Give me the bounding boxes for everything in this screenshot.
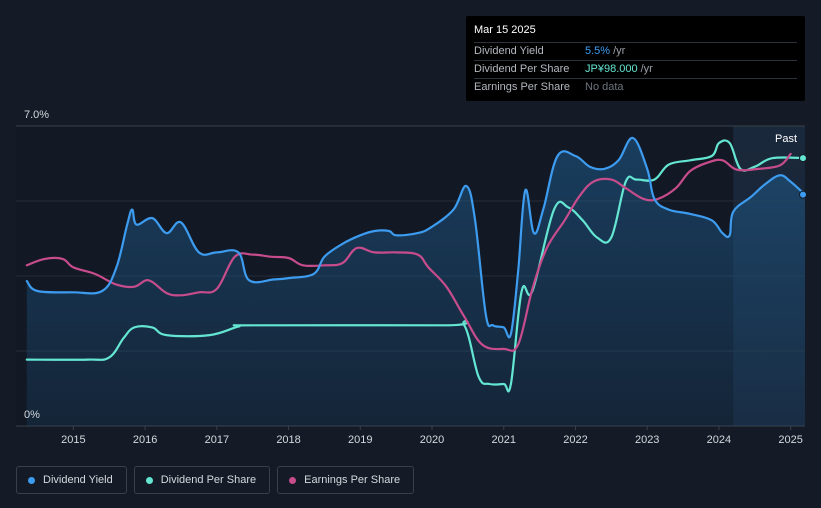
earnings-per-share-line <box>25 152 792 352</box>
tooltip-row-earnings-per-share: Earnings Per Share No data <box>474 78 797 96</box>
legend-item-earnings-per-share[interactable]: Earnings Per Share <box>277 466 415 494</box>
tooltip-label: Dividend Yield <box>474 45 544 57</box>
x-tick-label: 2019 <box>348 434 372 446</box>
x-tick-label: 2022 <box>563 434 587 446</box>
dividend-yield-area <box>26 137 806 426</box>
tooltip-unit: /yr <box>613 45 626 57</box>
y-tick-label: 7.0% <box>24 109 49 121</box>
tooltip-unit: /yr <box>640 63 653 75</box>
x-tick-label: 2016 <box>133 434 157 446</box>
legend-label: Dividend Yield <box>43 474 113 486</box>
tooltip-row-dividend-yield: Dividend Yield 5.5% /yr <box>474 42 797 60</box>
dividend-per-share-line <box>25 139 807 393</box>
x-tick-label: 2023 <box>635 434 659 446</box>
x-tick-label: 2015 <box>61 434 85 446</box>
hover-tooltip: Mar 15 2025 Dividend Yield 5.5% /yr Divi… <box>466 16 805 101</box>
legend-dot-icon <box>289 476 297 484</box>
legend-label: Earnings Per Share <box>304 474 401 486</box>
x-tick-label: 2020 <box>420 434 444 446</box>
x-tick-label: 2017 <box>205 434 229 446</box>
legend-dot-icon <box>28 476 35 484</box>
x-tick-label: 2025 <box>778 434 802 446</box>
x-tick-label: 2024 <box>707 434 731 446</box>
past-label: Past <box>775 133 797 145</box>
dividend-yield-line <box>25 136 807 339</box>
x-tick-label: 2018 <box>276 434 300 446</box>
series-lines <box>25 136 807 393</box>
tooltip-value: JP¥98.000 <box>585 63 638 75</box>
dividend-per-share-end-marker <box>799 154 807 163</box>
legend-dot-icon <box>145 476 153 484</box>
series-areas <box>26 137 806 426</box>
tooltip-date: Mar 15 2025 <box>474 24 536 36</box>
series-end-markers <box>799 154 807 199</box>
tooltip-row-dividend-per-share: Dividend Per Share JP¥98.000 /yr <box>474 60 797 78</box>
legend-label: Dividend Per Share <box>160 474 257 486</box>
tooltip-value: No data <box>585 81 624 93</box>
tooltip-value: 5.5% <box>585 45 611 57</box>
tooltip-label: Dividend Per Share <box>474 63 570 75</box>
x-tick-label: 2021 <box>492 434 516 446</box>
tooltip-label: Earnings Per Share <box>474 81 570 93</box>
axis-labels: 7.0% 0% 2015 2016 2017 2018 2019 2020 2021 2022 20… <box>24 109 803 446</box>
dividend-yield-end-marker <box>799 190 807 199</box>
chart-legend: Dividend Yield Dividend Per Share Earnin… <box>16 466 421 494</box>
legend-item-dividend-yield[interactable]: Dividend Yield <box>16 466 127 494</box>
legend-item-dividend-per-share[interactable]: Dividend Per Share <box>133 466 271 494</box>
y-tick-label: 0% <box>24 409 40 421</box>
